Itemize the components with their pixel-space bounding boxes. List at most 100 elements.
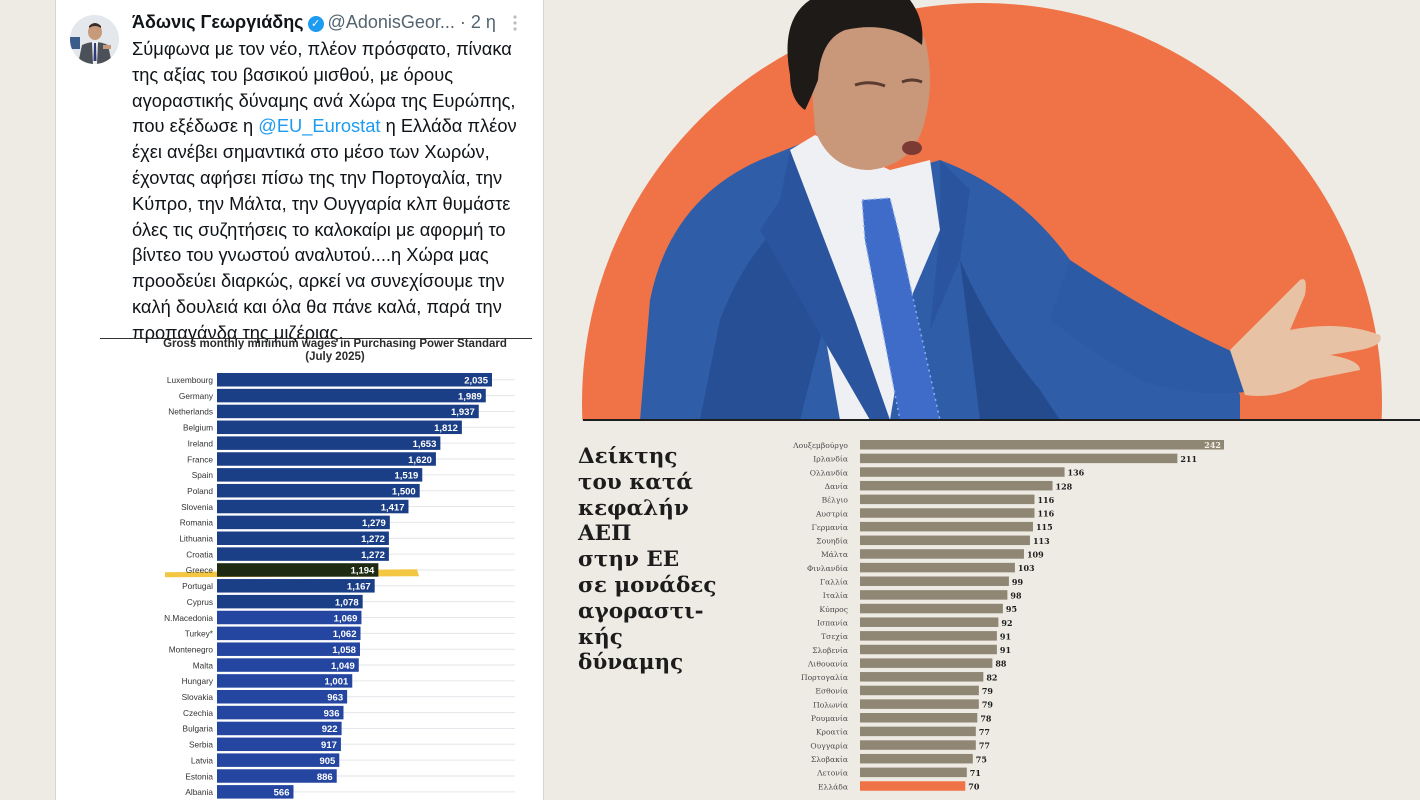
category-label: Ιρλανδία [813,455,848,464]
bar [217,626,361,641]
bar [217,547,389,561]
bar [860,672,984,682]
category-label: Serbia [189,740,213,750]
category-label: Πορτογαλία [801,673,848,682]
tweet-text-part1: Σύμφωνα με τον νέο, πλέον πρόσφατο, πίνα… [132,38,516,137]
value-label: 1,272 [361,534,385,545]
tweet-header: Άδωνις Γεωργιάδης ✓ @AdonisGeor... · 2 η [132,12,496,33]
bar [860,644,997,655]
value-label: 963 [327,693,343,704]
bar [860,617,999,627]
value-label: 211 [1180,454,1197,464]
bar [217,499,409,514]
tweet-text-part2: η Ελλάδα πλέον έχει ανέβει σημαντικά στο… [132,115,517,343]
bar [217,531,389,545]
bar [217,436,441,450]
bar [860,576,1009,586]
section-rule [583,419,1420,421]
bar [217,404,479,419]
value-label: 99 [1012,577,1024,587]
category-label: Γερμανία [812,523,848,532]
value-label: 1,279 [362,518,386,529]
value-label: 115 [1036,522,1053,532]
bar [217,737,341,752]
bar [860,603,1003,614]
mention-link[interactable]: @EU_Eurostat [258,115,381,137]
category-label: Hungary [182,676,214,686]
gdp-title-line: δύναμης [578,650,684,676]
value-label: 2,035 [464,376,488,387]
tweet-text: Σύμφωνα με τον νέο, πλέον πρόσφατο, πίνα… [132,36,536,346]
category-label: Πολωνία [813,700,848,709]
category-label: Malta [193,660,214,670]
value-label: 1,078 [335,597,359,608]
category-label: Slovenia [181,502,213,512]
value-label: 1,812 [434,423,458,434]
value-label: 103 [1018,563,1035,573]
bar [860,726,976,737]
category-label: Ουγγαρία [810,741,848,750]
verified-badge-icon: ✓ [307,16,324,32]
category-label: Czechia [183,708,213,718]
more-vertical-icon[interactable] [512,14,518,32]
bar [860,480,1053,491]
bar [860,521,1033,532]
category-label: Montenegro [169,644,214,654]
value-label: 95 [1006,604,1017,614]
category-label: Bulgaria [183,724,214,734]
value-label: 886 [317,772,333,783]
value-label: 1,069 [334,613,358,624]
hero-area [582,0,1382,420]
category-label: Σλοβενία [812,646,848,655]
bar [860,781,966,791]
tweet-time[interactable]: · 2 η [459,12,496,32]
value-label: 1,653 [413,439,437,450]
author-avatar[interactable] [70,15,119,64]
gdp-title-line: σε μονάδες [578,572,717,598]
category-label: Germany [179,391,214,401]
category-label: Belgium [183,423,213,433]
bar [217,642,360,656]
category-label: Φινλανδία [807,564,848,573]
category-label: Εσθονία [815,687,848,696]
category-label: Λιθουανία [807,659,848,668]
bar [860,467,1065,477]
value-label: 79 [982,700,994,710]
bar [217,705,344,720]
bar [860,658,993,668]
gdp-title-line: του κατά [578,469,693,495]
value-label: 1,001 [324,677,348,688]
category-label: Δανία [825,482,848,491]
bar [860,453,1178,464]
bar [860,767,967,778]
value-label: 70 [968,782,980,792]
minimum-wage-chart: Luxembourg 2,035 Germany 1,989 Netherlands 1,… [55,338,542,800]
bar [217,721,342,736]
value-label: 91 [1000,631,1011,641]
bar [217,452,436,466]
bar [217,674,353,688]
bar [217,785,294,799]
category-label: Λετονία [816,769,848,778]
gdp-chart-title: Δείκτης του κατά κεφαλήν ΑΕΠ στην ΕΕ σε … [578,444,716,676]
value-label: 136 [1068,468,1085,478]
author-name[interactable]: Άδωνις Γεωργιάδης [132,12,304,32]
value-label: 917 [321,740,337,751]
category-label: Ισπανία [817,618,848,627]
gdp-title-line: κεφαλήν [578,495,689,521]
author-handle[interactable]: @AdonisGeor... [327,12,455,32]
category-label: Slovakia [182,692,214,702]
bar [860,494,1035,505]
category-label: Ελλάδα [818,782,848,791]
value-label: 128 [1056,481,1073,491]
value-label: 1,062 [333,629,357,640]
category-label: Latvia [191,755,214,765]
category-label: Netherlands [168,407,213,417]
value-label: 1,620 [408,455,432,466]
value-label: 71 [970,768,981,778]
category-label: Κροατία [816,728,848,737]
chart-title-main: Gross monthly minimum wages in Purchasin… [163,338,507,350]
value-label: 75 [976,754,987,764]
category-label: Spain [192,470,214,480]
category-label: Ireland [188,438,214,448]
